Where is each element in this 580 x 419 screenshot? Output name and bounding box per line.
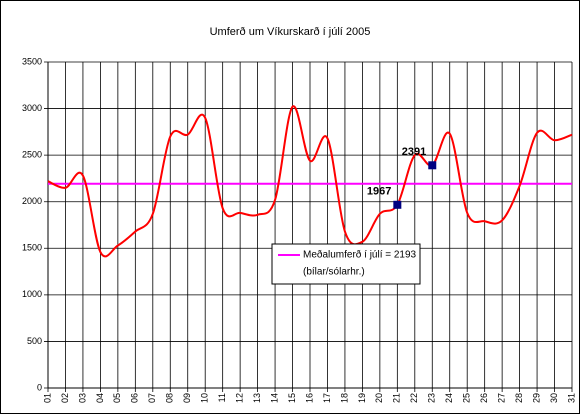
x-tick-label: 11 [217,393,227,402]
y-tick-label: 1500 [22,243,42,253]
y-tick-label: 0 [37,382,42,392]
x-tick-label: 27 [497,393,507,403]
point-marker [393,200,402,209]
y-tick-label: 1000 [22,289,42,299]
data-label: 1967 [367,186,391,198]
y-tick-label: 2000 [22,196,42,206]
x-tick-label: 09 [182,393,192,403]
y-tick-label: 500 [27,336,42,346]
y-tick-label: 3000 [22,103,42,113]
x-tick-label: 05 [112,393,122,403]
x-tick-label: 26 [479,393,489,403]
x-tick-label: 13 [252,393,262,403]
x-tick-label: 08 [165,393,175,403]
x-tick-label: 16 [304,393,314,403]
y-tick-label: 2500 [22,150,42,160]
legend-sublabel: (bílar/sólarhr.) [303,267,365,278]
legend-label: Meðalumferð í júlí = 2193 [303,249,417,261]
x-tick-label: 22 [409,393,419,403]
x-tick-label: 07 [147,393,157,403]
x-tick-label: 24 [444,393,454,403]
x-tick-label: 19 [357,393,367,403]
x-tick-label: 10 [200,393,210,403]
x-tick-label: 02 [60,393,70,403]
x-tick-label: 06 [130,393,140,403]
x-tick-label: 21 [392,393,402,403]
y-tick-label: 3500 [22,56,42,66]
x-tick-label: 20 [374,393,384,403]
x-tick-label: 28 [514,393,524,403]
x-tick-label: 03 [77,393,87,403]
x-tick-label: 23 [427,393,437,403]
x-tick-label: 17 [322,393,332,403]
data-label: 2391 [402,146,426,158]
x-tick-label: 29 [531,393,541,403]
x-tick-label: 31 [566,393,576,403]
point-marker [428,161,437,170]
x-tick-label: 14 [269,393,279,403]
x-tick-label: 15 [287,393,297,403]
x-tick-label: 12 [235,393,245,403]
chart-title: Umferð um Víkurskarð í júlí 2005 [210,26,371,38]
traffic-line [47,105,573,258]
x-tick-label: 30 [549,393,559,403]
x-tick-label: 18 [339,393,349,403]
x-tick-label: 04 [95,393,105,403]
legend-box [271,243,421,285]
x-tick-label: 25 [462,393,472,403]
x-tick-label: 01 [42,393,52,403]
